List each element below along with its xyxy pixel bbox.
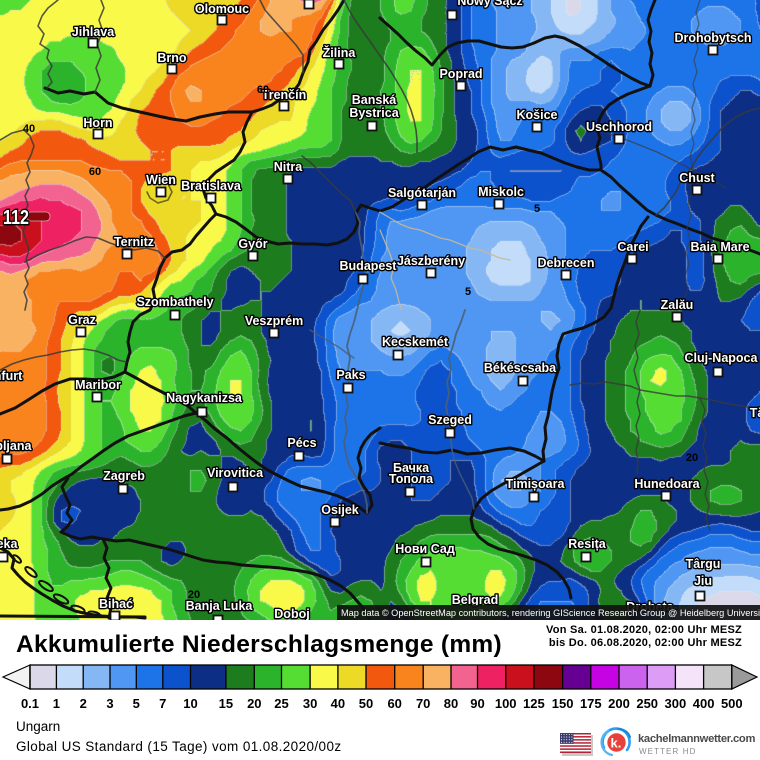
svg-text:Târgu: Târgu (686, 557, 721, 571)
svg-text:60: 60 (89, 166, 101, 178)
svg-text:Kecskemét: Kecskemét (382, 335, 449, 349)
svg-text:Бачка: Бачка (393, 461, 430, 475)
svg-text:Olomouc: Olomouc (195, 2, 249, 16)
svg-text:Drohobytsch: Drohobytsch (674, 31, 751, 45)
svg-text:Uschhorod: Uschhorod (586, 120, 652, 134)
svg-text:Zalău: Zalău (661, 298, 694, 312)
svg-text:Debrecen: Debrecen (538, 256, 595, 270)
svg-text:Szeged: Szeged (428, 413, 472, 427)
svg-text:Hunedoara: Hunedoara (634, 477, 700, 491)
svg-text:Bystrica: Bystrica (349, 106, 399, 120)
svg-text:Wien: Wien (146, 173, 176, 187)
svg-text:Jihlava: Jihlava (72, 25, 115, 39)
svg-text:10: 10 (183, 696, 197, 711)
svg-text:125: 125 (523, 696, 545, 711)
svg-text:20: 20 (686, 452, 698, 464)
svg-text:kachelmannwetter.com: kachelmannwetter.com (638, 733, 755, 745)
svg-text:Jiu: Jiu (694, 574, 712, 588)
svg-text:Resița: Resița (568, 537, 607, 551)
svg-text:Chust: Chust (679, 171, 715, 185)
svg-text:0.1: 0.1 (21, 696, 39, 711)
svg-text:Топола: Топола (389, 472, 434, 486)
svg-text:Osijek: Osijek (321, 503, 359, 517)
svg-text:300: 300 (665, 696, 687, 711)
svg-text:Nitra: Nitra (274, 160, 304, 174)
svg-text:5: 5 (534, 203, 540, 215)
svg-text:Cluj-Napoca: Cluj-Napoca (685, 351, 759, 365)
svg-text:Bratislava: Bratislava (181, 179, 242, 193)
svg-text:20: 20 (247, 696, 261, 711)
svg-text:k.: k. (611, 736, 622, 751)
svg-text:Timișoara: Timișoara (506, 477, 566, 491)
svg-text:7: 7 (159, 696, 166, 711)
svg-text:Jászberény: Jászberény (397, 254, 465, 268)
svg-text:2: 2 (80, 696, 87, 711)
svg-text:500: 500 (721, 696, 743, 711)
svg-text:Ungarn: Ungarn (16, 719, 60, 734)
svg-text:80: 80 (444, 696, 458, 711)
svg-text:Нови Сад: Нови Сад (395, 542, 455, 556)
svg-text:1: 1 (53, 696, 60, 711)
svg-text:20: 20 (188, 589, 200, 601)
svg-text:Horn: Horn (83, 116, 112, 130)
svg-text:5: 5 (133, 696, 140, 711)
svg-text:60: 60 (387, 696, 401, 711)
svg-text:Banja Luka: Banja Luka (186, 599, 254, 613)
svg-text:Klagenfurt: Klagenfurt (0, 369, 23, 383)
svg-text:175: 175 (580, 696, 602, 711)
svg-text:90: 90 (470, 696, 484, 711)
svg-text:Salgótarján: Salgótarján (388, 186, 456, 200)
svg-text:Brno: Brno (157, 51, 187, 65)
svg-text:Győr: Győr (238, 237, 267, 251)
svg-text:Banská: Banská (352, 93, 397, 107)
svg-text:5: 5 (465, 286, 471, 298)
svg-text:Poprad: Poprad (439, 67, 482, 81)
svg-text:Map data © OpenStreetMap contr: Map data © OpenStreetMap contributors, r… (341, 608, 760, 618)
svg-text:Trenčín: Trenčín (262, 88, 306, 102)
svg-text:25: 25 (274, 696, 288, 711)
svg-text:Nowy Sącz: Nowy Sącz (457, 0, 522, 8)
svg-text:40: 40 (23, 123, 35, 135)
svg-text:Nagykanizsa: Nagykanizsa (166, 391, 243, 405)
svg-text:WETTER HD: WETTER HD (639, 747, 696, 756)
svg-text:Bihać: Bihać (99, 597, 133, 611)
svg-text:60: 60 (257, 84, 269, 96)
svg-text:Graz: Graz (68, 313, 96, 327)
svg-text:Rijeka: Rijeka (0, 537, 18, 551)
svg-text:Tă: Tă (750, 406, 760, 420)
svg-text:30: 30 (303, 696, 317, 711)
svg-text:Košice: Košice (517, 108, 558, 122)
svg-text:Baia Mare: Baia Mare (690, 240, 749, 254)
svg-text:Paks: Paks (336, 368, 365, 382)
svg-text:Belgrad: Belgrad (452, 593, 499, 607)
svg-text:Zagreb: Zagreb (103, 469, 145, 483)
svg-text:Pécs: Pécs (287, 436, 316, 450)
svg-text:Ternitz: Ternitz (114, 235, 154, 249)
svg-text:15: 15 (219, 696, 233, 711)
svg-text:400: 400 (693, 696, 715, 711)
svg-text:Veszprém: Veszprém (245, 314, 303, 328)
svg-text:Budapest: Budapest (340, 259, 398, 273)
svg-text:40: 40 (331, 696, 345, 711)
svg-text:50: 50 (359, 696, 373, 711)
svg-text:Global US Standard (15 Tage) v: Global US Standard (15 Tage) vom 01.08.2… (16, 739, 342, 754)
svg-text:112: 112 (3, 207, 29, 229)
svg-text:3: 3 (106, 696, 113, 711)
svg-text:70: 70 (416, 696, 430, 711)
svg-text:Žilina: Žilina (323, 45, 357, 60)
svg-text:Virovitica: Virovitica (207, 466, 264, 480)
svg-text:Miskolc: Miskolc (478, 185, 524, 199)
svg-text:100: 100 (495, 696, 517, 711)
svg-text:Békéscsaba: Békéscsaba (484, 361, 557, 375)
svg-text:Ljubljana: Ljubljana (0, 439, 32, 453)
svg-text:150: 150 (552, 696, 574, 711)
svg-text:Doboj: Doboj (274, 607, 309, 620)
svg-text:Szombathely: Szombathely (136, 295, 213, 309)
svg-text:250: 250 (636, 696, 658, 711)
svg-text:Maribor: Maribor (75, 378, 121, 392)
svg-text:Carei: Carei (617, 240, 648, 254)
svg-text:200: 200 (608, 696, 630, 711)
